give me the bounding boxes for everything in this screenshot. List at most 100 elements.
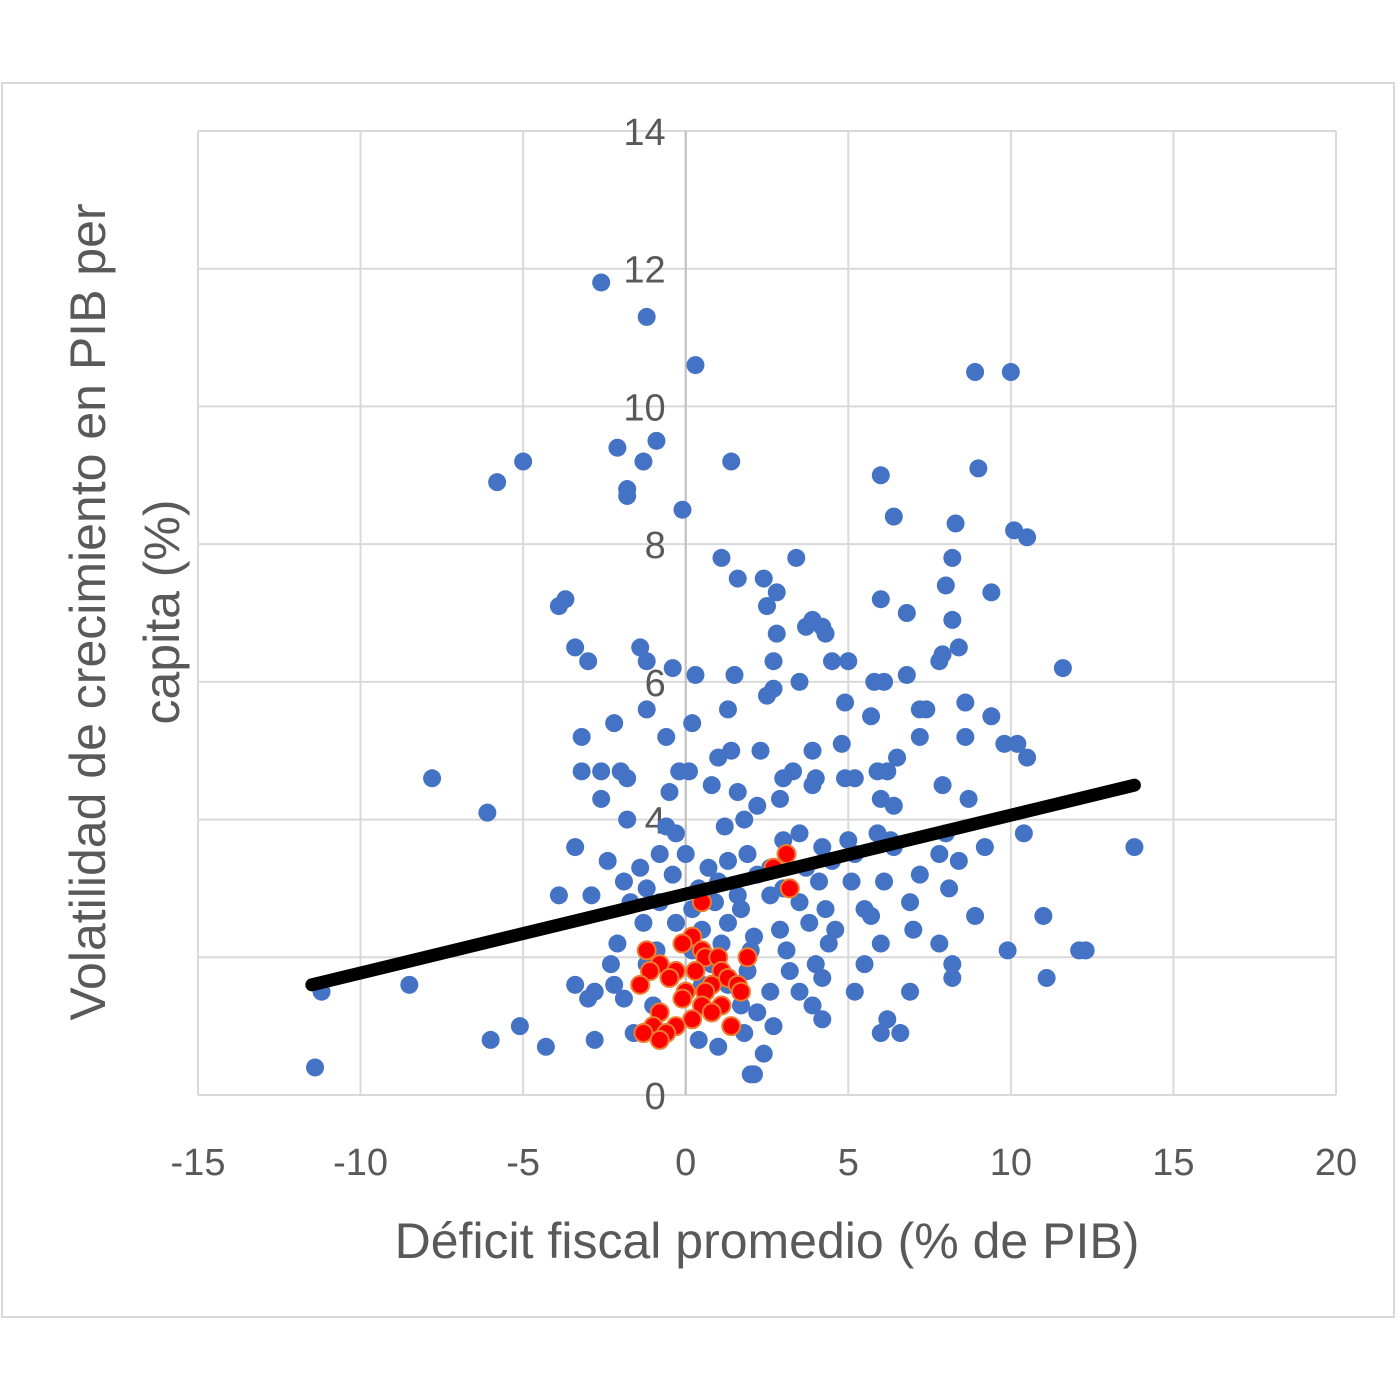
blue-data-point <box>536 1037 555 1056</box>
blue-data-point <box>803 741 822 760</box>
blue-data-point <box>897 665 916 684</box>
blue-data-point <box>956 727 975 746</box>
blue-data-point <box>819 934 838 953</box>
blue-data-point <box>780 962 799 981</box>
x-tick-label: -15 <box>171 1142 226 1184</box>
blue-data-point <box>748 1003 767 1022</box>
blue-data-point <box>702 776 721 795</box>
blue-data-point <box>777 941 796 960</box>
blue-data-point <box>725 665 744 684</box>
blue-data-point <box>637 307 656 326</box>
blue-data-point <box>510 1017 529 1036</box>
blue-data-point <box>549 597 568 616</box>
blue-data-point <box>585 1030 604 1049</box>
blue-data-point <box>1018 528 1037 547</box>
blue-data-point <box>605 975 624 994</box>
red-data-point <box>779 878 800 899</box>
blue-data-point <box>1018 748 1037 767</box>
blue-data-point <box>579 652 598 671</box>
x-tick-label: -5 <box>506 1142 540 1184</box>
blue-data-point <box>666 824 685 843</box>
blue-data-point <box>718 851 737 870</box>
blue-data-point <box>855 955 874 974</box>
blue-data-point <box>549 886 568 905</box>
red-data-point <box>630 974 651 995</box>
red-data-point <box>701 1002 722 1023</box>
blue-data-point <box>917 700 936 719</box>
blue-data-point <box>806 955 825 974</box>
blue-data-point <box>582 886 601 905</box>
blue-data-point <box>839 652 858 671</box>
blue-data-point <box>839 831 858 850</box>
blue-data-point <box>969 459 988 478</box>
blue-data-point <box>722 741 741 760</box>
blue-data-point <box>764 1017 783 1036</box>
y-tick-label: 6 <box>645 663 666 705</box>
blue-data-point <box>758 686 776 705</box>
blue-data-point <box>718 700 737 719</box>
blue-data-point <box>784 762 803 781</box>
blue-data-point <box>966 906 985 925</box>
blue-data-point <box>901 893 920 912</box>
blue-data-point <box>709 1037 728 1056</box>
x-tick-label: 20 <box>1315 1142 1357 1184</box>
blue-data-point <box>940 879 959 898</box>
x-tick-label: 0 <box>675 1142 696 1184</box>
blue-data-point <box>618 486 637 505</box>
blue-data-point <box>647 431 666 450</box>
red-data-point <box>776 844 797 864</box>
blue-data-point <box>910 727 929 746</box>
blue-data-point <box>878 1010 897 1029</box>
blue-data-point <box>910 865 929 884</box>
blue-data-point <box>943 968 962 987</box>
blue-data-point <box>767 624 786 643</box>
blue-data-point <box>306 1058 325 1077</box>
blue-data-point <box>683 714 702 733</box>
blue-data-point <box>608 438 627 457</box>
blue-data-point <box>731 900 750 919</box>
blue-data-point <box>1008 734 1027 753</box>
blue-data-point <box>1053 659 1072 678</box>
blue-data-point <box>803 776 822 795</box>
blue-data-point <box>488 473 507 492</box>
blue-data-point <box>871 934 890 953</box>
blue-data-point <box>761 982 780 1001</box>
blue-data-point <box>618 769 637 788</box>
x-axis-title: Déficit fiscal promedio (% de PIB) <box>395 1213 1140 1269</box>
blue-data-point <box>884 796 903 815</box>
blue-data-point <box>601 955 620 974</box>
blue-data-point <box>933 776 952 795</box>
y-tick-label: 12 <box>623 250 665 292</box>
blue-data-point <box>761 886 780 905</box>
red-data-point <box>633 1023 654 1044</box>
blue-data-point <box>787 548 806 567</box>
blue-data-point <box>666 913 685 932</box>
red-data-point <box>659 967 680 988</box>
blue-data-point <box>930 652 949 671</box>
blue-data-point <box>637 700 656 719</box>
blue-data-point <box>598 851 617 870</box>
red-data-point <box>672 933 693 954</box>
y-tick-label: 10 <box>623 387 665 429</box>
blue-data-point <box>871 590 890 609</box>
red-data-point <box>649 1029 670 1050</box>
blue-data-point <box>943 548 962 567</box>
blue-data-point <box>862 906 881 925</box>
blue-data-point <box>676 845 695 863</box>
blue-data-point <box>689 1030 708 1049</box>
blue-data-point <box>686 356 705 375</box>
blue-data-point <box>871 466 890 485</box>
blue-data-point <box>946 514 965 533</box>
blue-data-point <box>810 872 829 891</box>
blue-data-point <box>566 838 585 857</box>
blue-data-point <box>845 769 864 788</box>
blue-data-point <box>995 734 1014 753</box>
blue-data-point <box>878 762 897 781</box>
blue-data-point <box>790 893 809 912</box>
blue-data-point <box>888 748 907 767</box>
blue-data-point <box>998 941 1017 960</box>
blue-data-point <box>790 982 809 1001</box>
blue-data-point <box>686 665 705 684</box>
blue-data-point <box>566 975 585 994</box>
